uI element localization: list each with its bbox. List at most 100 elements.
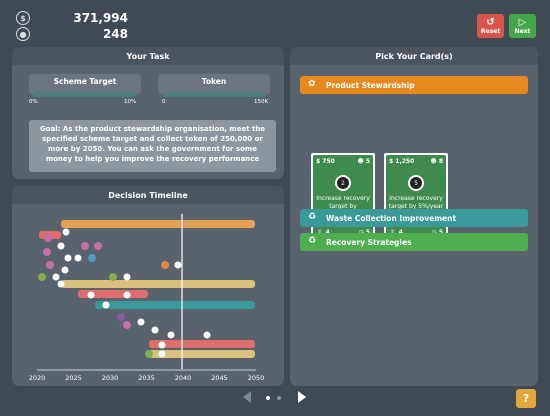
card-bottom-left: ⌛ 4 xyxy=(389,229,403,236)
decision-token[interactable] xyxy=(57,280,65,288)
category-label: Product Stewardship xyxy=(326,80,415,90)
scheme-target-min: 0% xyxy=(29,99,38,105)
decision-token[interactable] xyxy=(74,254,82,262)
timeline-bar[interactable] xyxy=(61,220,255,228)
undo-icon: ↺ xyxy=(486,17,495,28)
decision-token[interactable] xyxy=(46,261,54,269)
money-stat: $ 371,994 xyxy=(16,11,128,25)
scheme-target-box: Scheme Target xyxy=(29,74,141,94)
timeline-x-label: 2035 xyxy=(138,374,155,382)
category-label: Recovery Strategies xyxy=(326,237,412,247)
timeline-title: Decision Timeline xyxy=(12,186,284,204)
token-min: 0 xyxy=(162,99,166,105)
timeline-x-label: 2045 xyxy=(211,374,228,382)
timeline-chart xyxy=(37,214,256,371)
scheme-target-label: Scheme Target xyxy=(53,77,117,86)
decision-token[interactable] xyxy=(145,350,153,358)
decision-token[interactable] xyxy=(62,228,70,236)
previous-page-button[interactable] xyxy=(243,391,251,403)
card-cost: $ 1,250 xyxy=(389,158,415,165)
decision-token[interactable] xyxy=(137,318,145,326)
decision-token[interactable] xyxy=(52,273,60,281)
decision-token[interactable] xyxy=(123,321,131,329)
cards-panel: Pick Your Card(s) ✿ Product Stewardship … xyxy=(290,47,538,386)
category-label: Waste Collection Improvement xyxy=(326,213,457,223)
scheme-target-max: 10% xyxy=(124,99,137,105)
decision-token[interactable] xyxy=(109,273,117,281)
timeline-x-label: 2030 xyxy=(101,374,119,382)
category-waste-collection[interactable]: ♻ Waste Collection Improvement xyxy=(300,209,528,227)
decision-token[interactable] xyxy=(151,326,159,334)
decision-token[interactable] xyxy=(167,331,175,339)
token-bar xyxy=(162,92,266,97)
timeline-bar[interactable] xyxy=(78,290,148,298)
token-label: Token xyxy=(201,77,227,86)
card-bottom-left: ⌛ 4 xyxy=(316,229,330,236)
decision-token[interactable] xyxy=(158,341,166,349)
card-disc: 2 xyxy=(335,175,351,191)
card-people: ☻ 8 xyxy=(430,158,443,165)
timeline-bar[interactable] xyxy=(61,280,255,288)
timeline-x-label: 2025 xyxy=(65,374,82,382)
decision-token[interactable] xyxy=(158,350,166,358)
next-label: Next xyxy=(514,28,531,35)
category-product-stewardship[interactable]: ✿ Product Stewardship xyxy=(300,76,528,94)
card-bottom-right: ◷ 5 xyxy=(431,229,443,236)
decision-token[interactable] xyxy=(123,273,131,281)
recycle-bin-icon: ♻ xyxy=(308,212,317,222)
decision-token[interactable] xyxy=(102,301,110,309)
next-button[interactable]: ▷ Next xyxy=(509,14,536,38)
card-cost: $ 750 xyxy=(316,158,335,165)
card-bottom-right: ◷ 5 xyxy=(358,229,370,236)
decision-token[interactable] xyxy=(61,266,69,274)
decision-token[interactable] xyxy=(203,331,211,339)
reset-label: Reset xyxy=(480,28,501,35)
decision-token[interactable] xyxy=(81,242,89,250)
card-disc: 5 xyxy=(408,175,424,191)
fast-forward-icon: ▷ xyxy=(518,17,527,28)
token-icon: ● xyxy=(16,27,30,41)
timeline-x-label: 2040 xyxy=(174,374,192,382)
decision-token[interactable] xyxy=(44,234,52,242)
task-panel: Your Task Scheme Target 0% 10% Token 0 1… xyxy=(12,47,284,179)
timeline-bar[interactable] xyxy=(95,301,255,309)
decision-token[interactable] xyxy=(117,313,125,321)
decision-token[interactable] xyxy=(57,242,65,250)
timeline-panel: Decision Timeline xyxy=(12,186,284,386)
help-button[interactable]: ? xyxy=(516,389,536,408)
dollar-icon: $ xyxy=(16,11,30,25)
recycle-icon: ♻ xyxy=(308,236,317,246)
token-max: 150K xyxy=(254,99,269,105)
timeline-x-label: 2050 xyxy=(247,374,265,382)
decision-token[interactable] xyxy=(64,254,72,262)
timeline-markers xyxy=(38,228,211,358)
token-value: 248 xyxy=(102,27,128,41)
card-text: Increase recovery target by 5%/year xyxy=(388,195,444,210)
task-title: Your Task xyxy=(12,47,284,65)
decision-token[interactable] xyxy=(87,291,95,299)
decision-token[interactable] xyxy=(123,291,131,299)
next-page-button[interactable] xyxy=(298,391,306,403)
token-stat: ● 248 xyxy=(16,27,128,41)
policy-card[interactable]: $ 1,250 ☻ 8 5 Increase recovery target b… xyxy=(384,153,448,241)
decision-token[interactable] xyxy=(174,261,182,269)
reset-button[interactable]: ↺ Reset xyxy=(477,14,504,38)
goal-text: Goal: As the product stewardship organis… xyxy=(29,120,276,172)
decision-token[interactable] xyxy=(43,248,51,256)
hand-plant-icon: ✿ xyxy=(308,79,316,89)
timeline-x-label: 2020 xyxy=(28,374,46,382)
policy-card[interactable]: $ 750 ☻ 5 2 Increase recovery target by … xyxy=(311,153,375,241)
decision-token[interactable] xyxy=(88,254,96,262)
timeline-bar[interactable] xyxy=(149,350,255,358)
decision-token[interactable] xyxy=(94,242,102,250)
token-box: Token xyxy=(158,74,270,94)
scheme-target-bar xyxy=(33,92,137,97)
timeline-bar[interactable] xyxy=(149,340,255,348)
decision-token[interactable] xyxy=(38,273,46,281)
page-dot-active[interactable] xyxy=(266,396,270,400)
decision-token[interactable] xyxy=(161,261,169,269)
card-people: ☻ 5 xyxy=(357,158,370,165)
page-dot[interactable] xyxy=(277,396,281,400)
category-recovery-strategies[interactable]: ♻ Recovery Strategies xyxy=(300,233,528,251)
money-value: 371,994 xyxy=(73,11,128,25)
